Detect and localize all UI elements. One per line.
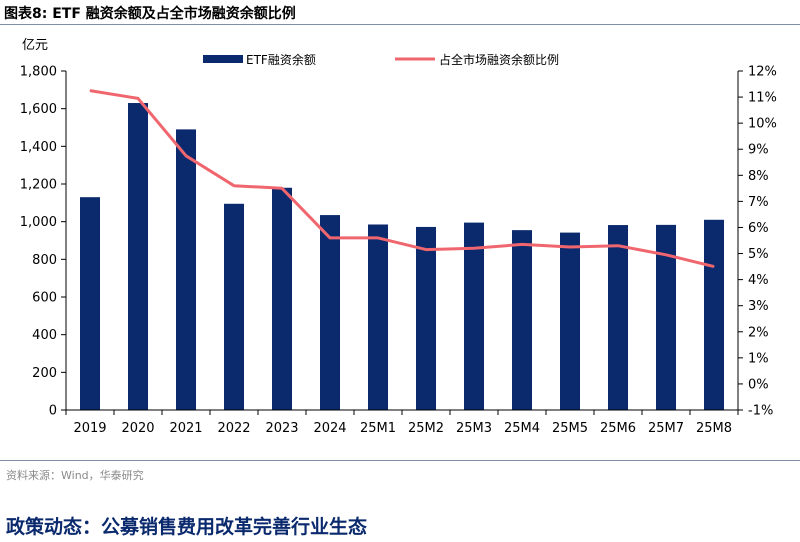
right-tick-label: 10% bbox=[748, 117, 777, 132]
bar bbox=[704, 219, 724, 410]
right-tick-label: -1% bbox=[748, 404, 773, 419]
line-point bbox=[425, 249, 427, 251]
x-tick-label: 25M7 bbox=[648, 421, 684, 436]
title-divider bbox=[0, 24, 800, 25]
line-point bbox=[377, 237, 379, 239]
line-point bbox=[137, 97, 139, 99]
bar-series bbox=[80, 103, 724, 411]
x-tick-label: 25M2 bbox=[408, 421, 444, 436]
line-point bbox=[473, 247, 475, 249]
line-point bbox=[329, 237, 331, 239]
x-tick-label: 2020 bbox=[121, 421, 154, 436]
left-tick-label: 1,200 bbox=[20, 178, 57, 193]
bar bbox=[80, 197, 100, 410]
right-tick-label: 12% bbox=[748, 65, 777, 80]
line-point bbox=[521, 243, 523, 245]
bar bbox=[560, 232, 580, 410]
bar bbox=[464, 222, 484, 410]
line-point bbox=[233, 185, 235, 187]
left-tick-label: 1,600 bbox=[20, 102, 57, 117]
footer-divider bbox=[0, 460, 800, 461]
line-point bbox=[89, 90, 91, 92]
x-tick-label: 25M4 bbox=[504, 421, 540, 436]
x-tick-label: 2022 bbox=[217, 421, 250, 436]
bar bbox=[416, 226, 436, 410]
left-tick-label: 400 bbox=[32, 328, 57, 343]
bar bbox=[272, 187, 292, 410]
chart: 0 200 400 600 800 1,000 1,200 1,400 1,600 1,800 亿元… bbox=[20, 38, 777, 436]
left-tick-label: 200 bbox=[32, 366, 57, 381]
legend-bar-label: ETF融资余额 bbox=[246, 52, 316, 67]
legend-bar-swatch bbox=[203, 55, 243, 63]
x-tick-label: 2021 bbox=[169, 421, 202, 436]
source-note: 资料来源：Wind，华泰研究 bbox=[6, 469, 144, 482]
line-point bbox=[569, 246, 571, 248]
figure-title: 图表8: ETF 融资余额及占全市场融资余额比例 bbox=[4, 6, 296, 22]
right-axis: -1% 0% 1% 2% 3% 4% 5% 6% 7% 8% 9% 10% 11% 12% bbox=[737, 65, 777, 419]
bar bbox=[176, 129, 196, 410]
x-tick-label: 2024 bbox=[313, 421, 346, 436]
x-tick-label: 25M6 bbox=[600, 421, 636, 436]
x-axis: 2019 2020 2021 2022 2023 2024 25M1 25M2 25M3 25M4… bbox=[65, 409, 739, 436]
x-tick-label: 25M8 bbox=[696, 421, 732, 436]
x-tick-label: 2019 bbox=[73, 421, 106, 436]
right-tick-label: 5% bbox=[748, 247, 769, 262]
x-tick-label: 2023 bbox=[265, 421, 298, 436]
line-series bbox=[89, 89, 715, 269]
x-tick-label: 25M5 bbox=[552, 421, 588, 436]
line-point bbox=[281, 187, 283, 189]
right-tick-label: 9% bbox=[748, 143, 769, 158]
left-tick-label: 600 bbox=[32, 291, 57, 306]
left-tick-label: 1,000 bbox=[20, 215, 57, 230]
bar bbox=[224, 203, 244, 410]
bar bbox=[656, 224, 676, 410]
right-tick-label: 11% bbox=[748, 91, 777, 106]
left-tick-label: 1,800 bbox=[20, 65, 57, 80]
x-tick-label: 25M1 bbox=[360, 421, 396, 436]
left-axis-unit: 亿元 bbox=[22, 38, 48, 53]
bar bbox=[368, 224, 388, 410]
legend-line-label: 占全市场融资余额比例 bbox=[439, 52, 559, 67]
line-point bbox=[185, 155, 187, 157]
bar bbox=[320, 215, 340, 410]
right-tick-label: 0% bbox=[748, 377, 769, 392]
line-point bbox=[617, 245, 619, 247]
section-headline: 政策动态：公募销售费用改革完善行业生态 bbox=[6, 516, 368, 538]
ratio-line bbox=[89, 89, 715, 269]
left-axis: 0 200 400 600 800 1,000 1,200 1,400 1,600 1,800 亿元 bbox=[20, 38, 67, 419]
left-tick-label: 800 bbox=[32, 253, 57, 268]
bar bbox=[128, 103, 148, 411]
right-tick-label: 1% bbox=[748, 351, 769, 366]
right-tick-label: 8% bbox=[748, 169, 769, 184]
line-point bbox=[713, 266, 715, 268]
left-tick-label: 1,400 bbox=[20, 140, 57, 155]
right-tick-label: 2% bbox=[748, 325, 769, 340]
right-tick-label: 4% bbox=[748, 273, 769, 288]
line-point bbox=[665, 254, 667, 256]
bar bbox=[512, 230, 532, 410]
left-tick-label: 0 bbox=[49, 404, 57, 419]
right-tick-label: 3% bbox=[748, 299, 769, 314]
bar bbox=[608, 225, 628, 410]
legend: ETF融资余额 占全市场融资余额比例 bbox=[203, 52, 559, 67]
right-tick-label: 7% bbox=[748, 195, 769, 210]
right-tick-label: 6% bbox=[748, 221, 769, 236]
x-tick-label: 25M3 bbox=[456, 421, 492, 436]
